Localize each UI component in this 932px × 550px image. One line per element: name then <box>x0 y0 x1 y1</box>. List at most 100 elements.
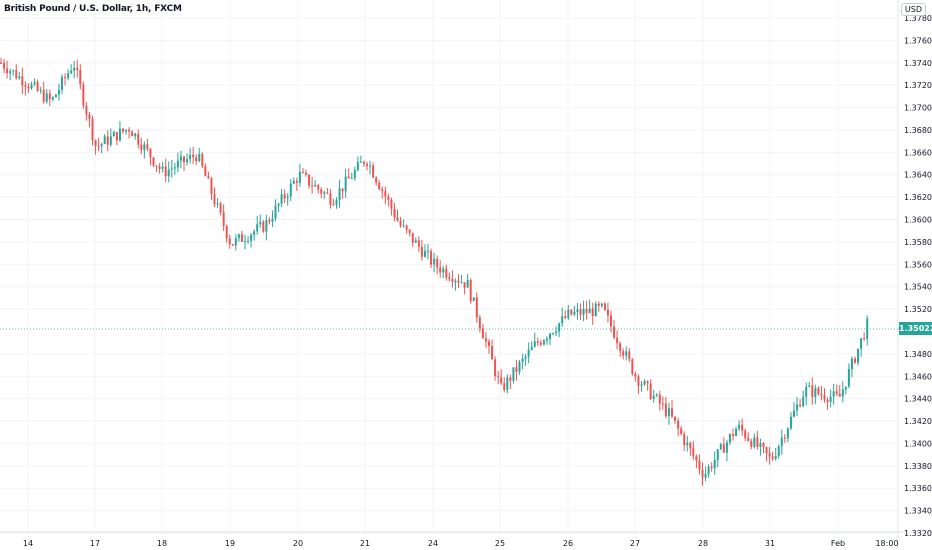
candle-body <box>838 393 841 397</box>
candle-body <box>527 349 530 357</box>
candle-body <box>30 84 33 89</box>
candle-body <box>347 176 350 179</box>
candle-body <box>564 316 567 319</box>
x-tick-label: 31 <box>765 539 775 548</box>
candle-body <box>454 280 457 283</box>
candle-body <box>847 369 850 387</box>
candle-body <box>661 403 664 405</box>
candle-body <box>674 416 677 421</box>
candle-body <box>573 311 576 315</box>
y-tick-label: 1.34400 <box>904 395 932 404</box>
candle-body <box>549 333 551 339</box>
last-price-badge: 1.35022 <box>899 322 932 335</box>
candle-body <box>823 395 826 400</box>
x-tick-label: 19 <box>225 539 235 548</box>
candle-body <box>625 351 628 356</box>
x-tick-label: 25 <box>495 539 505 548</box>
candle-body <box>15 70 18 79</box>
candle-body <box>789 416 792 429</box>
candle-body <box>372 165 375 178</box>
candle-body <box>73 67 76 71</box>
candle-body <box>634 373 637 377</box>
x-tick-label: 27 <box>630 539 640 548</box>
candle-body <box>225 225 228 239</box>
price-axis: 1.37800 1.37600 1.37400 1.37200 1.37000 1.368… <box>904 14 932 538</box>
candle-body <box>698 460 701 470</box>
candle-body <box>515 367 518 372</box>
candle-body <box>186 159 189 163</box>
candle-body <box>701 469 704 478</box>
candle-body <box>176 160 179 168</box>
candle-body <box>844 386 847 390</box>
candle-body <box>341 188 344 192</box>
candle-body <box>735 428 738 436</box>
candle-body <box>305 172 307 175</box>
candle-body <box>417 240 420 247</box>
candle-body <box>274 205 277 219</box>
candle-body <box>512 367 515 381</box>
candle-body <box>826 399 829 403</box>
candle-body <box>744 430 747 438</box>
candles <box>0 57 869 486</box>
candle-body <box>295 180 298 183</box>
y-tick-label: 1.33200 <box>904 529 932 538</box>
candle-body <box>771 456 774 459</box>
candle-body <box>780 437 783 447</box>
candle-body <box>54 94 57 98</box>
y-tick-label: 1.34800 <box>904 350 932 359</box>
candle-body <box>664 403 667 417</box>
candle-body <box>695 456 698 461</box>
x-tick-label: 24 <box>428 539 438 548</box>
candle-body <box>472 297 475 301</box>
candle-body <box>338 188 341 200</box>
candle-body <box>61 77 63 90</box>
candle-body <box>652 395 655 399</box>
candle-body <box>91 118 94 141</box>
candle-body <box>680 428 683 434</box>
candle-body <box>317 185 320 190</box>
candle-body <box>436 258 439 268</box>
candle-body <box>863 338 866 340</box>
candle-body <box>158 166 161 169</box>
candle-body <box>24 85 27 87</box>
candle-body <box>344 176 347 192</box>
candle-body <box>411 232 414 243</box>
candle-body <box>3 62 6 69</box>
candle-body <box>439 267 442 273</box>
candle-body <box>118 128 121 141</box>
candle-body <box>689 442 692 449</box>
candle-body <box>192 154 195 158</box>
candle-body <box>320 189 323 194</box>
x-tick-label: 18 <box>157 539 167 548</box>
currency-label[interactable]: USD <box>900 3 926 16</box>
candle-body <box>799 404 802 407</box>
y-tick-label: 1.37800 <box>904 14 932 23</box>
candle-body <box>112 132 115 137</box>
candle-body <box>332 204 335 206</box>
candle-body <box>396 217 399 221</box>
candle-body <box>85 105 88 115</box>
candle-body <box>173 167 176 169</box>
candle-body <box>811 385 814 397</box>
candle-body <box>292 180 295 184</box>
candle-body <box>6 68 9 74</box>
y-tick-label: 1.36800 <box>904 126 932 135</box>
candle-body <box>51 97 54 100</box>
candle-body <box>308 174 311 186</box>
candle-body <box>622 351 625 356</box>
candle-body <box>509 377 512 381</box>
candle-body <box>478 317 481 329</box>
candle-body <box>494 359 497 377</box>
candle-body <box>710 466 713 469</box>
candle-body <box>442 268 445 273</box>
candle-body <box>97 145 100 147</box>
candle-body <box>262 221 265 232</box>
candle-body <box>692 448 695 457</box>
candle-body <box>832 391 835 397</box>
candle-body <box>152 157 155 166</box>
candle-body <box>445 268 448 278</box>
candle-body <box>457 280 460 283</box>
candle-body <box>497 376 500 378</box>
candle-body <box>606 309 609 316</box>
